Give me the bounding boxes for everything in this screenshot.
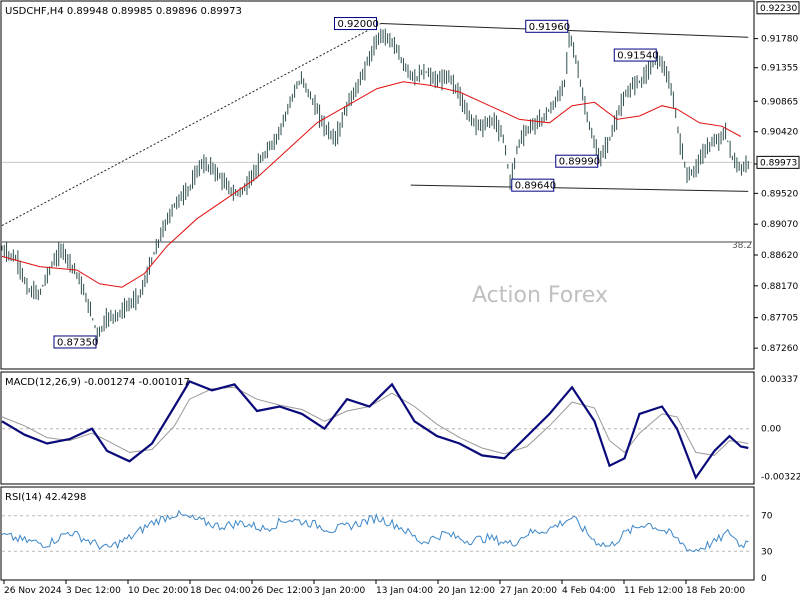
- price-panel-frame: [0, 0, 755, 370]
- price-annotation-label: 0.89990: [559, 157, 600, 168]
- price-y-tick-label: 0.89520: [761, 189, 798, 199]
- macd-panel-title: MACD(12,26,9) -0.001274 -0.001017: [5, 377, 190, 388]
- price-y-tick-label: 0.87705: [761, 314, 798, 324]
- price-annotation-label: 0.91540: [617, 51, 658, 62]
- x-tick-label: 27 Jan 20:00: [500, 586, 557, 596]
- macd-panel-frame: [0, 371, 755, 485]
- trend-line: [410, 184, 749, 192]
- rsi-y-tick-label: 0: [761, 574, 767, 584]
- x-tick-label: 3 Jan 20:00: [314, 586, 366, 596]
- top-price-label: 0.92230: [760, 4, 797, 14]
- rsi-y-tick-label: 30: [761, 547, 773, 557]
- price-y-tick-label: 0.88620: [761, 251, 798, 261]
- x-tick-label: 10 Dec 20:00: [128, 586, 189, 596]
- price-annotation-label: 0.89640: [515, 181, 556, 192]
- macd-y-tick-label: 0.00: [761, 425, 781, 435]
- price-annotation-label: 0.92000: [338, 19, 379, 30]
- x-tick-label: 4 Feb 04:00: [562, 586, 616, 596]
- watermark: Action Forex: [472, 283, 608, 308]
- top-price-box: [756, 1, 800, 15]
- price-y-tick-label: 0.90865: [761, 97, 798, 107]
- rsi-panel-title: RSI(14) 42.4298: [5, 492, 86, 503]
- macd-signal-line: [1, 386, 749, 456]
- x-tick-label: 18 Dec 04:00: [190, 586, 251, 596]
- rsi-panel-frame: [0, 486, 755, 581]
- price-annotation-box: [555, 154, 599, 168]
- price-annotation-box: [334, 17, 377, 31]
- price-y-tick-label: 0.87260: [761, 344, 798, 354]
- x-tick-label: 13 Jan 04:00: [376, 586, 433, 596]
- rsi-line: [1, 509, 749, 553]
- price-y-tick-label: 0.88170: [761, 282, 798, 292]
- price-annotation-box: [613, 48, 657, 62]
- current-price-label: 0.89973: [760, 158, 797, 168]
- price-annotation-box: [525, 19, 569, 33]
- price-y-tick-label: 0.89070: [761, 220, 798, 230]
- current-price-box: [756, 155, 800, 169]
- price-y-tick-label: 0.90420: [761, 128, 798, 138]
- x-tick-label: 11 Feb 12:00: [624, 586, 683, 596]
- price-annotation-label: 0.87350: [57, 337, 98, 348]
- price-y-tick-label: 0.91355: [761, 64, 798, 74]
- macd-y-tick-label: 0.00337: [761, 375, 798, 385]
- moving-average-line: [1, 81, 742, 288]
- x-tick-label: 3 Dec 12:00: [66, 586, 121, 596]
- price-annotation-label: 0.91960: [529, 22, 570, 33]
- x-tick-label: 18 Feb 20:00: [686, 586, 745, 596]
- x-tick-label: 26 Nov 2024: [4, 586, 62, 596]
- price-y-tick-label: 0.91780: [761, 35, 798, 45]
- macd-line: [1, 380, 749, 480]
- price-annotation-box: [53, 335, 97, 349]
- fib-label: 38.2: [732, 241, 752, 251]
- x-tick-label: 20 Jan 12:00: [438, 586, 495, 596]
- price-panel-title: USDCHF,H4 0.89948 0.89985 0.89896 0.8997…: [5, 6, 242, 17]
- price-annotation-box: [511, 178, 555, 192]
- x-tick-label: 26 Dec 12:00: [252, 586, 313, 596]
- trend-line: [1, 23, 381, 227]
- rsi-y-tick-label: 70: [761, 512, 773, 522]
